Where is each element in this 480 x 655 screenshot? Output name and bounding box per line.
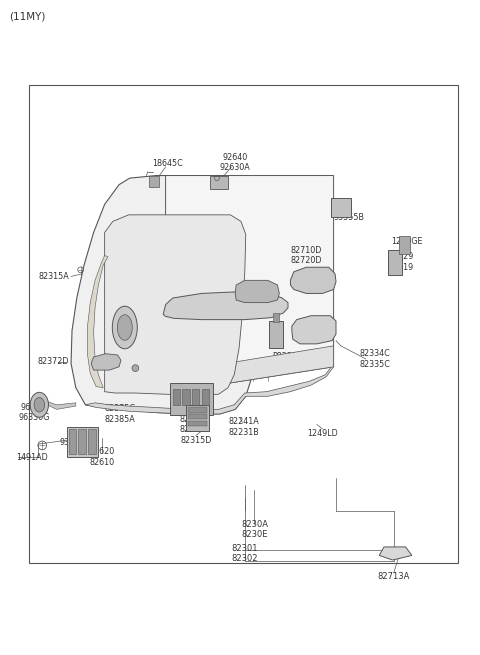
Text: 82315A: 82315A: [38, 272, 69, 281]
Text: 82620
82610: 82620 82610: [89, 447, 114, 467]
Text: 82629
82619: 82629 82619: [388, 252, 413, 272]
Text: 96330J
96330G: 96330J 96330G: [18, 403, 49, 422]
Ellipse shape: [34, 398, 45, 412]
Bar: [29, 85, 458, 563]
Bar: [188, 407, 207, 413]
Text: 82713A: 82713A: [377, 572, 410, 581]
Bar: [202, 389, 209, 405]
Polygon shape: [163, 291, 288, 320]
Bar: [273, 313, 279, 322]
Bar: [182, 389, 190, 405]
Text: (11MY): (11MY): [9, 12, 45, 22]
Ellipse shape: [112, 307, 137, 348]
Text: 82241A
82231B: 82241A 82231B: [228, 417, 259, 437]
Text: 8230A
8230E: 8230A 8230E: [241, 519, 268, 539]
Polygon shape: [290, 267, 336, 293]
Ellipse shape: [30, 392, 48, 417]
Bar: [269, 321, 283, 348]
Text: 93250A: 93250A: [60, 438, 91, 447]
Polygon shape: [47, 402, 76, 409]
Polygon shape: [91, 354, 121, 370]
Bar: [388, 250, 402, 275]
Text: 18645C: 18645C: [152, 159, 182, 168]
Circle shape: [132, 365, 139, 371]
Text: P82318
P82317: P82318 P82317: [272, 352, 302, 371]
Text: 82710D
82720D: 82710D 82720D: [290, 246, 322, 265]
Text: 82334C
82335C: 82334C 82335C: [360, 349, 391, 369]
Polygon shape: [87, 255, 108, 388]
Polygon shape: [379, 547, 412, 560]
Text: 92640
92630A: 92640 92630A: [220, 153, 251, 172]
Text: 1249GE: 1249GE: [391, 236, 423, 246]
Text: 82301
82302: 82301 82302: [231, 544, 258, 563]
Bar: [186, 405, 209, 431]
Polygon shape: [71, 176, 265, 414]
Text: 82375C
82385A: 82375C 82385A: [105, 404, 135, 424]
Text: 82374
82384: 82374 82384: [180, 415, 204, 434]
Bar: [192, 389, 199, 405]
Text: 1491AD: 1491AD: [16, 453, 48, 462]
Polygon shape: [105, 215, 246, 394]
Bar: [188, 421, 207, 426]
Bar: [170, 383, 213, 415]
Bar: [188, 414, 207, 419]
Bar: [78, 429, 86, 454]
Bar: [173, 389, 180, 405]
Bar: [331, 198, 351, 217]
Text: 82372D: 82372D: [37, 357, 69, 366]
Text: 82315D: 82315D: [180, 436, 212, 445]
Ellipse shape: [117, 314, 132, 341]
Bar: [88, 429, 96, 454]
Bar: [69, 429, 76, 454]
Bar: [399, 236, 410, 254]
Polygon shape: [166, 176, 334, 393]
Polygon shape: [166, 346, 334, 393]
Text: 1249LD: 1249LD: [307, 429, 338, 438]
Bar: [67, 427, 98, 457]
Text: 1249LJ: 1249LJ: [119, 369, 145, 378]
Text: 93555B: 93555B: [334, 213, 365, 222]
Polygon shape: [235, 280, 279, 303]
Bar: [210, 176, 228, 189]
Polygon shape: [292, 316, 336, 344]
Bar: [149, 176, 159, 187]
Polygon shape: [85, 365, 334, 414]
